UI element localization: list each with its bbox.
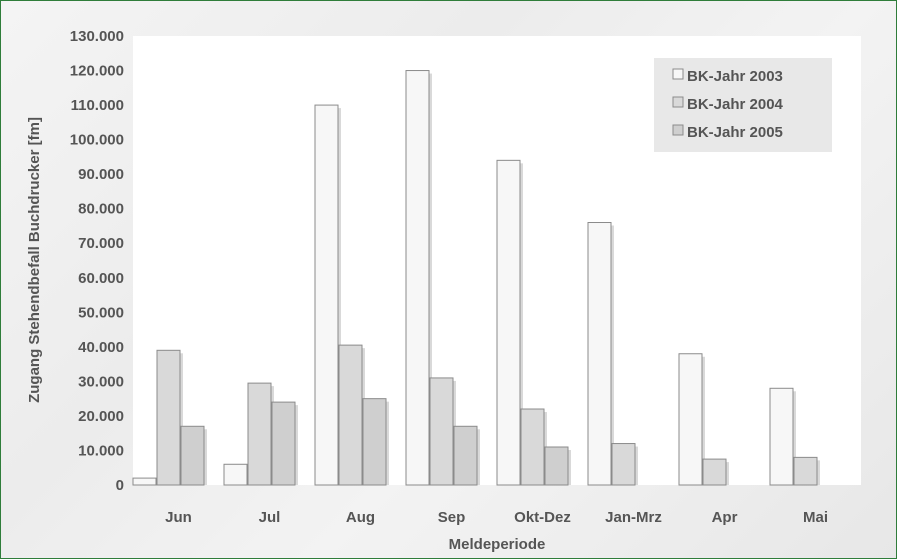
y-axis-tick-labels: 0 10.000 20.000 30.000 40.000 50.000 60.000 70.… [70,28,124,494]
bar [405,70,430,486]
y-tick-label: 110.000 [71,97,124,114]
y-tick-label: 120.000 [70,63,124,80]
y-tick-label: 90.000 [78,166,124,183]
y-tick-label: 70.000 [78,235,124,252]
bar [611,443,636,486]
y-tick-label: 20.000 [78,408,124,425]
bar [678,353,703,486]
y-axis-label: Zugang Stehendbefall Buchdrucker [fm] [26,117,43,403]
bars [132,70,820,486]
legend-swatch [672,124,684,136]
bar [156,349,181,486]
x-tick-label: Okt-Dez [514,509,571,526]
legend: BK-Jahr 2003 BK-Jahr 2004 BK-Jahr 2005 [654,58,832,152]
legend-label: BK-Jahr 2003 [687,68,783,85]
bar [520,408,545,486]
bar [793,456,818,486]
y-tick-label: 130.000 [70,28,124,45]
x-tick-label: Jul [259,509,281,526]
bar [314,104,339,486]
y-tick-label: 10.000 [78,442,124,459]
legend-label: BK-Jahr 2004 [687,96,784,113]
bar [544,446,569,486]
x-tick-label: Jun [165,509,192,526]
y-tick-label: 80.000 [78,201,124,218]
x-tick-label: Mai [803,509,828,526]
bar [223,463,248,486]
bar [180,425,205,486]
bar [587,222,612,486]
bar [247,382,272,486]
bar [132,477,157,486]
x-axis-tick-labels: Jun Jul Aug Sep Okt-Dez Jan-Mrz Apr Mai [165,509,828,526]
bar [702,458,727,486]
bar [769,387,794,486]
x-tick-label: Sep [438,509,466,526]
y-tick-label: 40.000 [78,339,124,356]
x-tick-label: Apr [712,509,738,526]
bar [496,159,521,486]
legend-swatch [672,96,684,108]
bar [271,401,296,486]
bar [453,425,478,486]
y-tick-label: 30.000 [78,373,124,390]
x-tick-label: Aug [346,509,375,526]
legend-box [654,58,832,152]
legend-swatch [672,68,684,80]
legend-label: BK-Jahr 2005 [687,124,783,141]
bar [338,344,363,486]
bar [429,377,454,486]
y-tick-label: 100.000 [70,132,124,149]
x-tick-label: Jan-Mrz [605,509,662,526]
y-tick-label: 50.000 [78,304,124,321]
bar [362,398,387,486]
y-tick-label: 60.000 [78,270,124,287]
x-axis-label: Meldeperiode [449,536,546,553]
y-tick-label: 0 [116,477,124,494]
